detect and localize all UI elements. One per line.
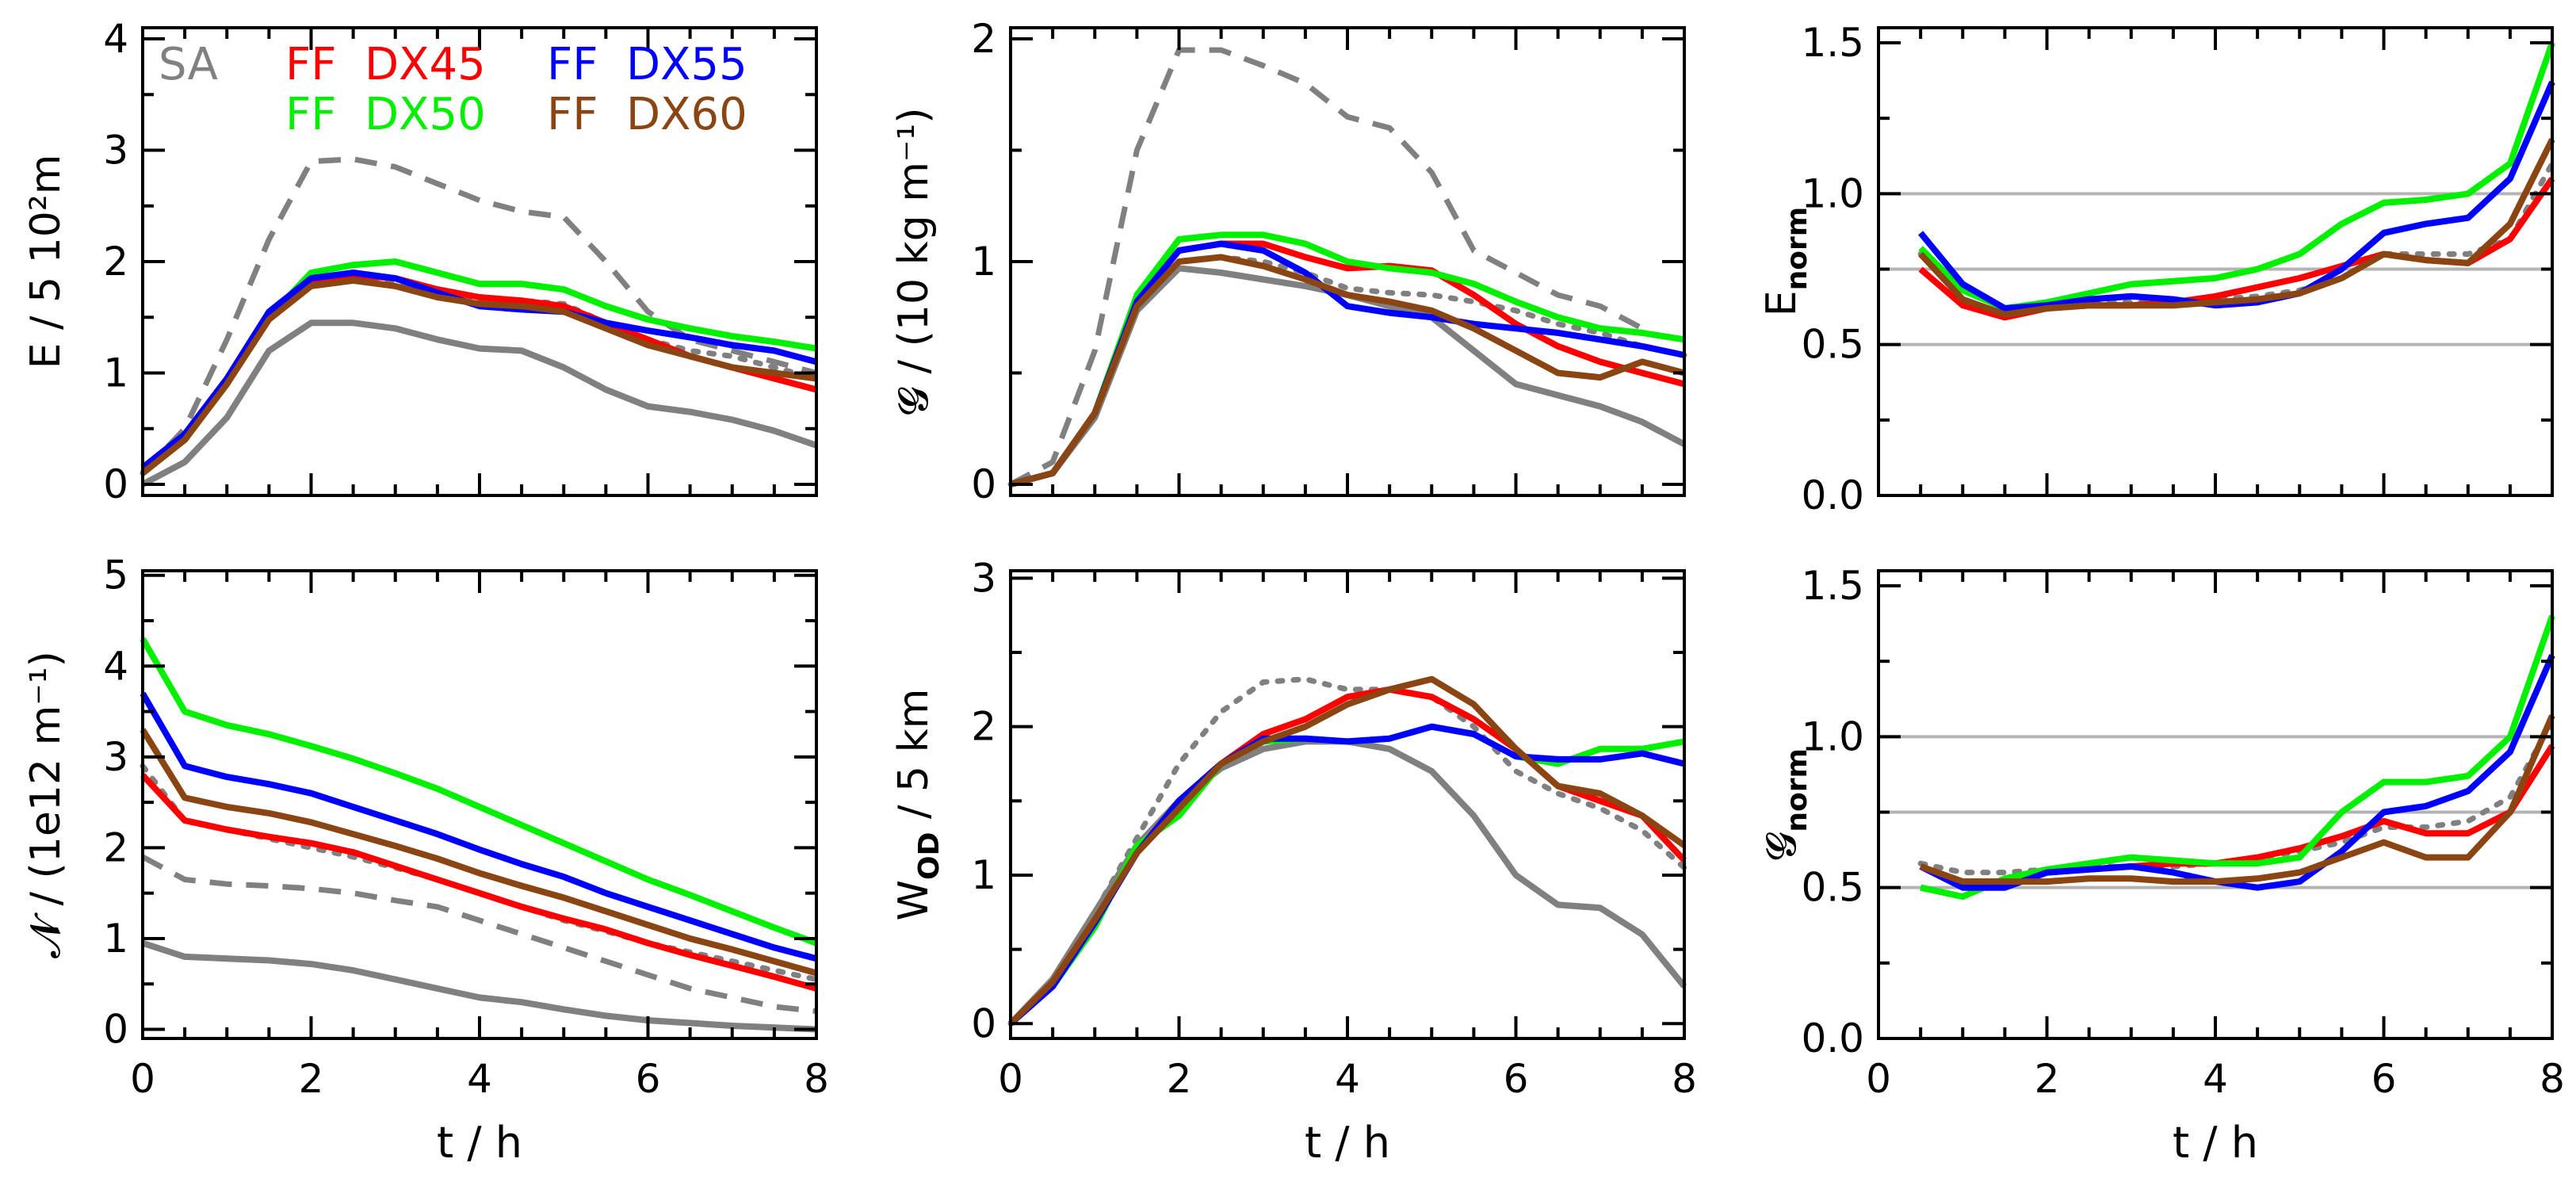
y-axis-label: WOD / 5 km: [890, 689, 946, 921]
plot-frame: [1877, 569, 2554, 1040]
y-axis-label: Enorm: [1758, 207, 1814, 317]
x-tick-label: 6: [636, 1056, 661, 1102]
legend-item-ff-dx45: FF DX45: [285, 39, 486, 90]
panel-WOD: 0 2 4 6 8 0 1 2 3 WOD / 5 km t / h: [890, 555, 1697, 1168]
x-tick-label: 8: [2540, 1056, 2565, 1102]
series-group: [1007, 675, 1687, 1027]
y-axis-label: E / 5 10²m: [22, 155, 70, 369]
panel-Enorm: 0.0 0.5 1.0 1.5 Enorm: [1758, 20, 2555, 518]
x-tick-label: 4: [467, 1056, 492, 1102]
series-line-sa-dashed: [140, 156, 817, 476]
x-tick-label: 0: [1866, 1056, 1891, 1102]
series-line-sa: [141, 319, 818, 488]
series-line-ff-dx55: [1008, 723, 1685, 1027]
y-tick-label: 2: [971, 16, 996, 62]
series-line-ff-dx55: [1919, 654, 2555, 891]
y-tick-label: 1.0: [1801, 170, 1864, 216]
series-line-ff-dx60: [140, 728, 818, 977]
series-line-ff-dx50: [1008, 723, 1685, 1027]
y-tick-label: 3: [971, 555, 996, 601]
x-axis-label: t / h: [1305, 1118, 1390, 1168]
y-tick-label: 3: [103, 734, 128, 780]
x-tick-label: 2: [2035, 1056, 2060, 1102]
y-tick-label: 1.0: [1801, 713, 1864, 759]
y-tick-label: 1: [103, 916, 128, 962]
series-line-sa: [141, 939, 817, 1033]
series-line-sa: [1008, 738, 1687, 1027]
y-tick-label: 1: [971, 852, 996, 898]
series-line-ff-dx60: [140, 277, 817, 476]
legend-item-ff-dx60: FF DX60: [547, 89, 747, 140]
x-tick-label: 6: [1504, 1056, 1529, 1102]
series-group: [1007, 47, 1687, 488]
series-group: [140, 637, 820, 1033]
series-group: [140, 156, 820, 488]
series-line-ff-dx50: [140, 258, 817, 476]
panel-E: 0 1 2 3 4 E / 5 10²m: [22, 16, 820, 507]
y-tick-label: 0: [103, 461, 128, 507]
y-axis-label: 𝓖norm: [1758, 748, 1814, 861]
y-tick-label: 1: [971, 239, 996, 285]
x-tick-label: 2: [299, 1056, 324, 1102]
y-tick-label: 4: [103, 16, 128, 62]
y-tick-label: 5: [103, 553, 128, 598]
panel-N: 0 2 4 6 8 0 1 2 3 4 5 𝓝 / (1e12 m⁻¹) t / h: [22, 553, 829, 1168]
series-group: [1917, 614, 2555, 901]
y-tick-label: 2: [103, 239, 128, 285]
series-group: [1917, 41, 2555, 321]
y-tick-label: 1: [103, 350, 128, 396]
series-line-sa-dashed: [141, 854, 817, 1015]
y-tick-label: 0.0: [1801, 1015, 1864, 1061]
series-line-ff-dx60: [1008, 675, 1687, 1027]
y-tick-label: 0: [971, 1000, 996, 1046]
y-tick-label: 0: [103, 1007, 128, 1053]
y-tick-label: 0: [971, 461, 996, 507]
series-line-ff-dx60: [1919, 714, 2555, 885]
legend-item-ff-dx55: FF DX55: [547, 39, 747, 90]
legend-item-ff-dx50: FF DX50: [285, 89, 486, 140]
x-tick-label: 8: [1672, 1056, 1697, 1102]
y-tick-label: 0.5: [1801, 865, 1864, 911]
series-line-ff-dx50: [1920, 614, 2555, 901]
series-line-ff-dx45: [140, 773, 818, 992]
series-line-ff-dx50: [140, 637, 818, 947]
y-tick-label: 0.0: [1801, 472, 1864, 518]
x-axis-label: t / h: [2173, 1118, 2258, 1168]
x-tick-label: 0: [998, 1056, 1023, 1102]
y-tick-label: 0.5: [1801, 322, 1864, 368]
legend-item-sa: SA: [159, 39, 218, 90]
x-axis-label: t / h: [437, 1118, 522, 1168]
series-line-ff-dx60: [1009, 254, 1686, 488]
series-line-ff-dx55: [140, 691, 818, 962]
series-line-sa-dashed: [1009, 47, 1644, 488]
y-tick-label: 4: [103, 643, 128, 689]
plot-frame: [1009, 569, 1686, 1040]
y-tick-label: 2: [103, 824, 128, 870]
x-tick-label: 0: [130, 1056, 155, 1102]
y-axis-label: 𝓖 / (10 kg m⁻¹): [890, 108, 938, 416]
y-tick-label: 1.5: [1801, 20, 1864, 66]
y-tick-label: 1.5: [1801, 563, 1864, 609]
y-axis-label: 𝓝 / (1e12 m⁻¹): [22, 651, 70, 958]
x-tick-label: 6: [2372, 1056, 2397, 1102]
x-tick-label: 4: [1335, 1056, 1360, 1102]
x-tick-label: 8: [804, 1056, 829, 1102]
x-tick-label: 4: [2203, 1056, 2228, 1102]
panel-G: 0 1 2 𝓖 / (10 kg m⁻¹): [890, 16, 1687, 507]
series-line-ff-dx60: [1918, 138, 2555, 318]
series-line-sa-dotted: [1007, 676, 1687, 1027]
x-tick-label: 2: [1167, 1056, 1192, 1102]
y-tick-label: 2: [971, 704, 996, 750]
y-tick-label: 3: [103, 128, 128, 174]
panel-Gnorm: 0 2 4 6 8 0.0 0.5 1.0 1.5 𝓖norm t / h: [1758, 563, 2565, 1168]
series-line-sa-dotted: [1917, 160, 2555, 312]
